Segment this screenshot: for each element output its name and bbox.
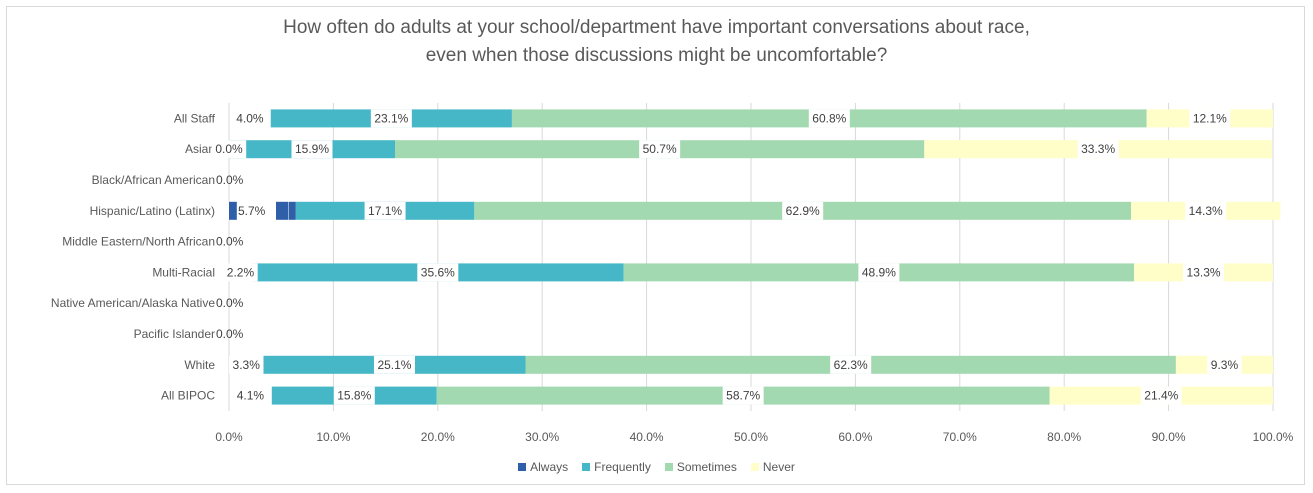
legend-label: Sometimes — [676, 460, 737, 474]
data-label: 50.7% — [643, 142, 677, 156]
category-label: Hispanic/Latino (Latinx) — [90, 204, 215, 218]
data-label: 4.0% — [236, 111, 264, 125]
data-label: 25.1% — [377, 358, 411, 372]
chart-title-line-1: How often do adults at your school/depar… — [283, 17, 1030, 38]
legend-item: Always — [518, 460, 568, 474]
bar-segment — [276, 201, 288, 220]
data-label-box — [291, 140, 333, 159]
data-label: 0.0% — [215, 142, 243, 156]
data-label: 12.1% — [1193, 111, 1227, 125]
data-label-box — [1183, 263, 1225, 282]
category-label: Native American/Alaska Native — [51, 296, 215, 310]
data-label-box — [233, 386, 268, 405]
data-label-box — [373, 355, 415, 374]
data-label-box — [808, 109, 850, 128]
data-label-box — [417, 263, 459, 282]
data-label: 13.3% — [1187, 265, 1221, 279]
data-label: 2.2% — [227, 265, 255, 279]
data-label: 35.6% — [421, 265, 455, 279]
category-label: Black/African American — [92, 173, 215, 187]
legend-label: Frequently — [594, 460, 651, 474]
data-label: 62.3% — [834, 358, 868, 372]
data-label: 48.9% — [862, 265, 896, 279]
data-label: 5.7% — [238, 204, 266, 218]
data-label: 33.3% — [1081, 142, 1115, 156]
data-label-box — [830, 355, 872, 374]
legend-item: Frequently — [582, 460, 651, 474]
data-label: 17.1% — [368, 204, 402, 218]
legend-label: Never — [762, 460, 795, 474]
x-tick-label: 30.0% — [525, 430, 559, 444]
data-label-box — [1077, 140, 1119, 159]
data-label: 21.4% — [1144, 389, 1178, 403]
x-tick-label: 80.0% — [1047, 430, 1081, 444]
legend-item: Sometimes — [664, 460, 737, 474]
category-label: Multi-Racial — [152, 265, 215, 279]
data-label: 60.8% — [812, 111, 846, 125]
bar-segment — [229, 201, 237, 220]
chart-title: How often do adults at your school/depar… — [0, 14, 1313, 70]
x-tick-label: 70.0% — [943, 430, 977, 444]
legend-item: Never — [750, 460, 795, 474]
data-label-box — [782, 201, 824, 220]
data-label-box — [1207, 355, 1242, 374]
x-tick-label: 90.0% — [1152, 430, 1186, 444]
data-label: 0.0% — [216, 296, 244, 310]
data-label: 9.3% — [1211, 358, 1239, 372]
chart-legend: Always Frequently Sometimes Never — [0, 460, 1313, 474]
data-label-box — [1189, 109, 1231, 128]
x-tick-label: 100.0% — [1253, 430, 1294, 444]
data-label-box — [364, 201, 406, 220]
data-label: 23.1% — [374, 111, 408, 125]
legend-label: Always — [530, 460, 569, 474]
data-label-box — [858, 263, 900, 282]
data-label-box — [232, 109, 268, 128]
chart-title-line-2: even when those discussions might be unc… — [425, 45, 888, 66]
data-label-box — [1185, 201, 1227, 220]
category-label: White — [184, 358, 215, 372]
category-label: All Staff — [174, 111, 216, 125]
bar-segment — [288, 201, 296, 220]
category-label: Asian — [185, 142, 215, 156]
category-label: Middle Eastern/North African — [62, 235, 215, 249]
x-tick-label: 20.0% — [421, 430, 455, 444]
data-label: 15.9% — [295, 142, 329, 156]
x-tick-label: 60.0% — [838, 430, 872, 444]
data-label: 0.0% — [216, 235, 244, 249]
data-label: 3.3% — [233, 358, 261, 372]
data-label: 4.1% — [237, 389, 265, 403]
data-label: 58.7% — [726, 389, 760, 403]
data-label-box — [639, 140, 681, 159]
chart-frame — [6, 6, 1305, 485]
x-tick-label: 0.0% — [215, 430, 243, 444]
legend-swatch — [518, 463, 527, 471]
data-label: 62.9% — [786, 204, 820, 218]
data-label-box — [722, 386, 764, 405]
legend-swatch — [750, 463, 759, 471]
legend-swatch — [582, 463, 591, 471]
x-tick-label: 10.0% — [316, 430, 350, 444]
data-label-box — [226, 201, 277, 220]
data-label-box — [223, 263, 258, 282]
data-label: 0.0% — [216, 173, 244, 187]
x-tick-label: 50.0% — [734, 430, 768, 444]
data-label-box — [333, 386, 375, 405]
data-label-box — [370, 109, 412, 128]
data-label: 14.3% — [1189, 204, 1223, 218]
data-label: 0.0% — [216, 327, 244, 341]
data-label: 15.8% — [337, 389, 371, 403]
data-label-box — [229, 355, 264, 374]
category-label: Pacific Islander — [134, 327, 215, 341]
data-label-box — [1140, 386, 1182, 405]
category-label: All BIPOC — [161, 389, 215, 403]
data-label-box — [211, 140, 247, 159]
x-tick-label: 40.0% — [630, 430, 664, 444]
legend-swatch — [664, 463, 673, 471]
